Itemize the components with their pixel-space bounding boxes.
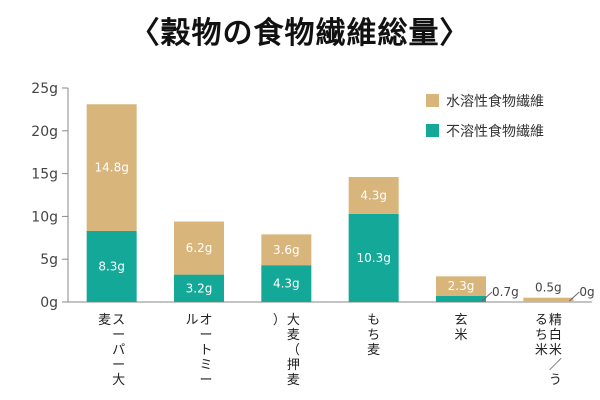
bar-label-soluble: 14.8g (94, 161, 128, 175)
category-label-char: も (367, 313, 380, 328)
bar-label-insoluble: 10.3g (356, 251, 390, 265)
category-label-char: 麦 (287, 373, 300, 388)
legend-swatch (426, 94, 439, 107)
bar-insoluble (86, 230, 137, 302)
category-label-char: ー (112, 328, 125, 343)
category-label-char: ス (112, 313, 125, 328)
bar-insoluble (348, 213, 399, 302)
category-label-char: 精 (549, 313, 562, 328)
category-label-char: ト (199, 343, 212, 358)
category-label-char: 米 (549, 343, 562, 358)
legend-label: 水溶性食物繊維 (446, 93, 544, 110)
leader-line (568, 291, 580, 302)
bar-soluble (523, 297, 574, 302)
bar-insoluble (261, 265, 312, 302)
category-label-char: ー (199, 373, 212, 388)
category-label-char: ー (112, 358, 125, 373)
bar-soluble (174, 221, 224, 275)
bar-label-insoluble: 0g (579, 285, 594, 299)
category-label-char: ル (185, 313, 198, 328)
bar-label-soluble: 6.2g (186, 241, 213, 255)
y-tick-label: 10g (31, 209, 58, 225)
category-label-char: 大 (112, 373, 125, 388)
bar-soluble (261, 234, 312, 266)
bar-label-insoluble: 0.7g (492, 285, 519, 299)
chart-title: 〈穀物の食物繊維総量〉 (129, 16, 471, 51)
category-label-char: ち (535, 328, 548, 343)
category-label-char: ち (367, 328, 380, 343)
bar-label-insoluble: 8.3g (98, 259, 125, 273)
bar-label-insoluble: 4.3g (273, 277, 300, 291)
bar-label-soluble: 4.3g (360, 188, 387, 202)
category-label-char: 玄 (454, 313, 467, 328)
y-tick-label: 0g (40, 295, 58, 311)
y-tick-label: 5g (40, 252, 58, 268)
category-label-char: ミ (199, 358, 212, 373)
bar-soluble (86, 104, 137, 231)
bar-insoluble (436, 296, 486, 302)
category-label-char: 米 (535, 343, 548, 358)
legend-swatch (426, 124, 439, 137)
category-label-char: ） (273, 313, 286, 328)
category-label-char: う (549, 373, 562, 388)
bar-label-insoluble: 3.2g (186, 281, 213, 295)
bar-insoluble (174, 274, 224, 302)
leader-line (481, 291, 493, 302)
bar-soluble (348, 177, 399, 214)
bar-label-soluble: 3.6g (273, 243, 300, 257)
y-tick-label: 25g (31, 81, 58, 97)
y-tick-label: 20g (31, 124, 58, 140)
bar-label-soluble: 0.5g (535, 281, 562, 295)
category-label-char: （ (287, 343, 300, 358)
bar-label-soluble: 2.3g (448, 279, 475, 293)
category-label-char: 白 (549, 327, 562, 343)
category-label-char: 麦 (98, 313, 111, 328)
category-label-char: パ (112, 343, 125, 358)
category-label-char: 麦 (287, 328, 300, 343)
category-label-char: る (535, 313, 548, 328)
category-label-char: 大 (287, 313, 300, 328)
bar-soluble (436, 276, 486, 297)
category-label-char: オ (199, 313, 212, 328)
legend-label: 不溶性食物繊維 (446, 123, 544, 140)
y-tick-label: 15g (31, 167, 58, 183)
category-label-char: 押 (287, 358, 300, 373)
category-label-char: ／ (549, 358, 562, 373)
category-label-char: 麦 (367, 343, 380, 358)
category-label-char: ー (199, 328, 212, 343)
category-label-char: 米 (454, 328, 467, 343)
